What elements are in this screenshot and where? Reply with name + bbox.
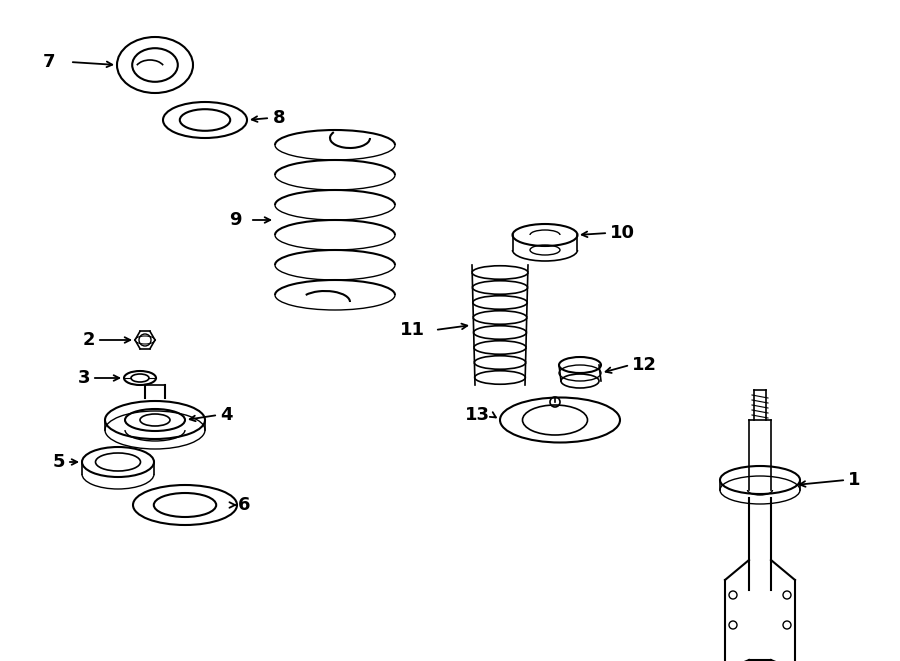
Text: 2: 2 xyxy=(83,331,95,349)
Text: 6: 6 xyxy=(238,496,250,514)
Text: 9: 9 xyxy=(230,211,242,229)
Text: 5: 5 xyxy=(52,453,65,471)
Text: 12: 12 xyxy=(632,356,657,374)
Text: 7: 7 xyxy=(42,53,55,71)
Text: 4: 4 xyxy=(220,406,232,424)
Text: 8: 8 xyxy=(273,109,285,127)
Text: 10: 10 xyxy=(610,224,635,242)
Text: 13: 13 xyxy=(465,406,490,424)
Text: 1: 1 xyxy=(848,471,860,489)
Text: 11: 11 xyxy=(400,321,425,339)
Text: 3: 3 xyxy=(77,369,90,387)
